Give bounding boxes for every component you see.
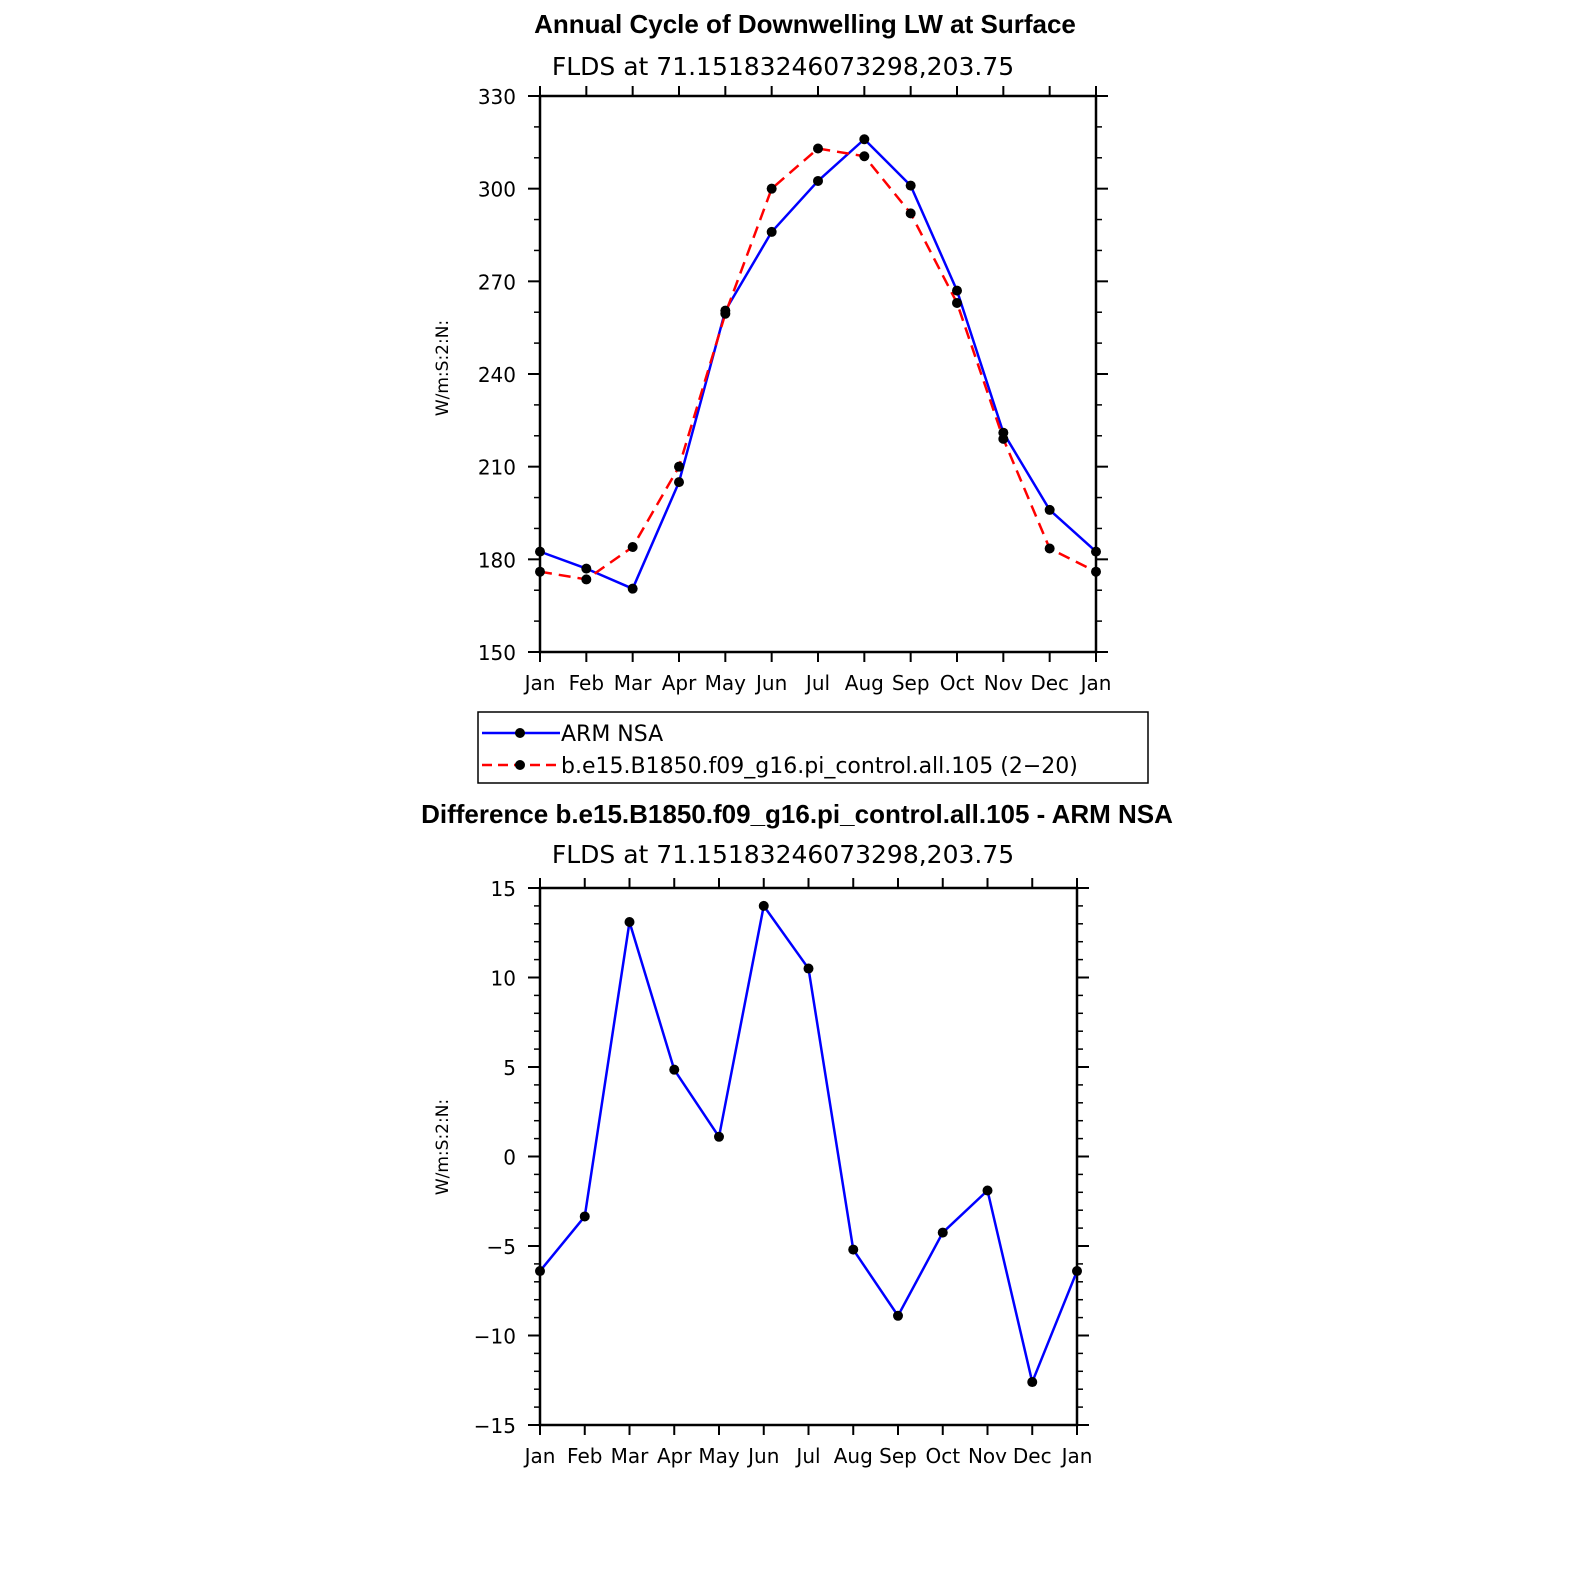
x-tick-label: Dec xyxy=(1013,1444,1052,1468)
x-tick-label: Sep xyxy=(879,1444,917,1468)
series-line-2 xyxy=(539,147,1097,581)
series-2-point xyxy=(1091,566,1101,577)
x-tick-label: Jan xyxy=(523,671,556,695)
series-1-point xyxy=(859,134,870,145)
x-tick-label: Jun xyxy=(754,671,787,695)
legend-marker-model xyxy=(515,760,525,770)
series-2-point xyxy=(766,183,777,194)
x-tick-label: Jan xyxy=(1060,1444,1093,1468)
series-1-point xyxy=(624,917,635,928)
series-line-1 xyxy=(539,904,1079,1384)
series-2-point xyxy=(1044,543,1055,554)
x-tick-label: Feb xyxy=(567,1444,602,1468)
y-tick-label: 10 xyxy=(491,967,516,991)
series-1-point xyxy=(766,226,777,237)
y-tick-label: 0 xyxy=(503,1146,516,1170)
series-1-point xyxy=(848,1244,859,1255)
x-tick-label: Aug xyxy=(834,1444,873,1468)
difference-chart: Difference b.e15.B1850.f09_g16.pi_contro… xyxy=(421,799,1173,1468)
x-tick-label: Jan xyxy=(523,1444,556,1468)
y-tick-label: 330 xyxy=(478,85,516,109)
series-1-point xyxy=(1027,1377,1038,1388)
chart-title: Difference b.e15.B1850.f09_g16.pi_contro… xyxy=(421,799,1173,829)
x-tick-label: Mar xyxy=(614,671,653,695)
series-1-point xyxy=(952,285,962,296)
x-tick-label: Nov xyxy=(984,671,1023,695)
y-tick-label: 15 xyxy=(491,877,516,901)
x-tick-label: Dec xyxy=(1030,671,1069,695)
x-tick-label: Oct xyxy=(940,671,975,695)
y-tick-label: −10 xyxy=(474,1325,516,1349)
x-tick-label: Jun xyxy=(746,1444,779,1468)
legend-box xyxy=(477,711,1149,784)
x-tick-label: Jul xyxy=(804,671,830,695)
series-1-point xyxy=(758,900,769,911)
x-tick-label: Apr xyxy=(662,671,697,695)
series-2-point xyxy=(952,297,962,308)
series-1-point xyxy=(535,546,545,557)
series-2-point xyxy=(581,574,592,585)
series-1-point xyxy=(905,180,916,191)
series-2-point xyxy=(998,433,1009,444)
series-2-point xyxy=(813,143,823,154)
series-1-point xyxy=(803,963,814,974)
y-tick-label: 150 xyxy=(478,641,516,665)
x-tick-label: Jan xyxy=(1079,671,1112,695)
chart-subtitle: FLDS at 71.15183246073298,203.75 xyxy=(552,840,1014,869)
plot-frame: Jan Feb Mar Apr May Jun Jul Aug Sep Oct Nov Dec Jan 1… xyxy=(478,85,1112,695)
legend-label-arm-nsa: ARM NSA xyxy=(561,722,663,747)
y-tick-label: 210 xyxy=(478,456,516,480)
x-tick-label: Nov xyxy=(968,1444,1007,1468)
y-tick-label: 5 xyxy=(503,1056,516,1080)
series-1-point xyxy=(535,1266,545,1277)
series-1-point xyxy=(893,1310,903,1321)
legend-label-model: b.e15.B1850.f09_g16.pi_control.all.105 (… xyxy=(561,754,1078,779)
x-tick-label: Jul xyxy=(794,1444,820,1468)
x-tick-label: May xyxy=(698,1444,740,1468)
y-tick-label: −15 xyxy=(474,1414,516,1438)
series-1-point xyxy=(1044,504,1055,515)
y-tick-label: −5 xyxy=(487,1235,516,1259)
plot-area xyxy=(535,900,1082,1388)
x-tick-label: Aug xyxy=(845,671,884,695)
y-tick-label: 180 xyxy=(478,548,516,572)
y-tick-label: 270 xyxy=(478,270,516,294)
x-tick-label: Mar xyxy=(611,1444,650,1468)
legend-marker-arm-nsa xyxy=(515,728,525,738)
y-tick-label: 240 xyxy=(478,363,516,387)
chart-title: Annual Cycle of Downwelling LW at Surfac… xyxy=(534,9,1076,39)
series-2-point xyxy=(859,151,870,162)
y-axis-label: W/m:S:2:N: xyxy=(433,1099,453,1195)
series-1-point xyxy=(579,1211,590,1222)
plot-area xyxy=(535,134,1101,594)
legend: ARM NSA b.e15.B1850.f09_g16.pi_control.a… xyxy=(477,711,1149,784)
x-tick-label: Apr xyxy=(657,1444,692,1468)
series-1-point xyxy=(1091,546,1101,557)
series-2-point xyxy=(905,208,916,219)
x-tick-label: Oct xyxy=(925,1444,960,1468)
annual-cycle-chart: Annual Cycle of Downwelling LW at Surfac… xyxy=(433,9,1111,695)
y-tick-label: 300 xyxy=(478,178,516,202)
series-2-point xyxy=(674,461,684,472)
series-2-point xyxy=(627,541,638,552)
series-1-point xyxy=(627,583,638,594)
y-axis-label: W/m:S:2:N: xyxy=(433,320,453,416)
x-tick-label: Feb xyxy=(569,671,604,695)
series-1-point xyxy=(581,563,592,574)
series-1-point xyxy=(982,1185,993,1196)
series-2-point xyxy=(535,566,545,577)
series-1-point xyxy=(1072,1266,1082,1277)
plot-frame: Jan Feb Mar Apr May Jun Jul Aug Sep Oct Nov Dec Jan−… xyxy=(474,877,1093,1468)
series-line-1 xyxy=(539,137,1097,590)
x-tick-label: Sep xyxy=(892,671,930,695)
series-1-point xyxy=(669,1064,680,1075)
series-1-point xyxy=(714,1131,724,1142)
series-1-point xyxy=(813,175,823,186)
series-1-point xyxy=(674,477,684,488)
series-2-point xyxy=(720,308,731,319)
chart-subtitle: FLDS at 71.15183246073298,203.75 xyxy=(552,52,1014,81)
x-tick-label: May xyxy=(705,671,747,695)
series-1-point xyxy=(937,1227,948,1238)
